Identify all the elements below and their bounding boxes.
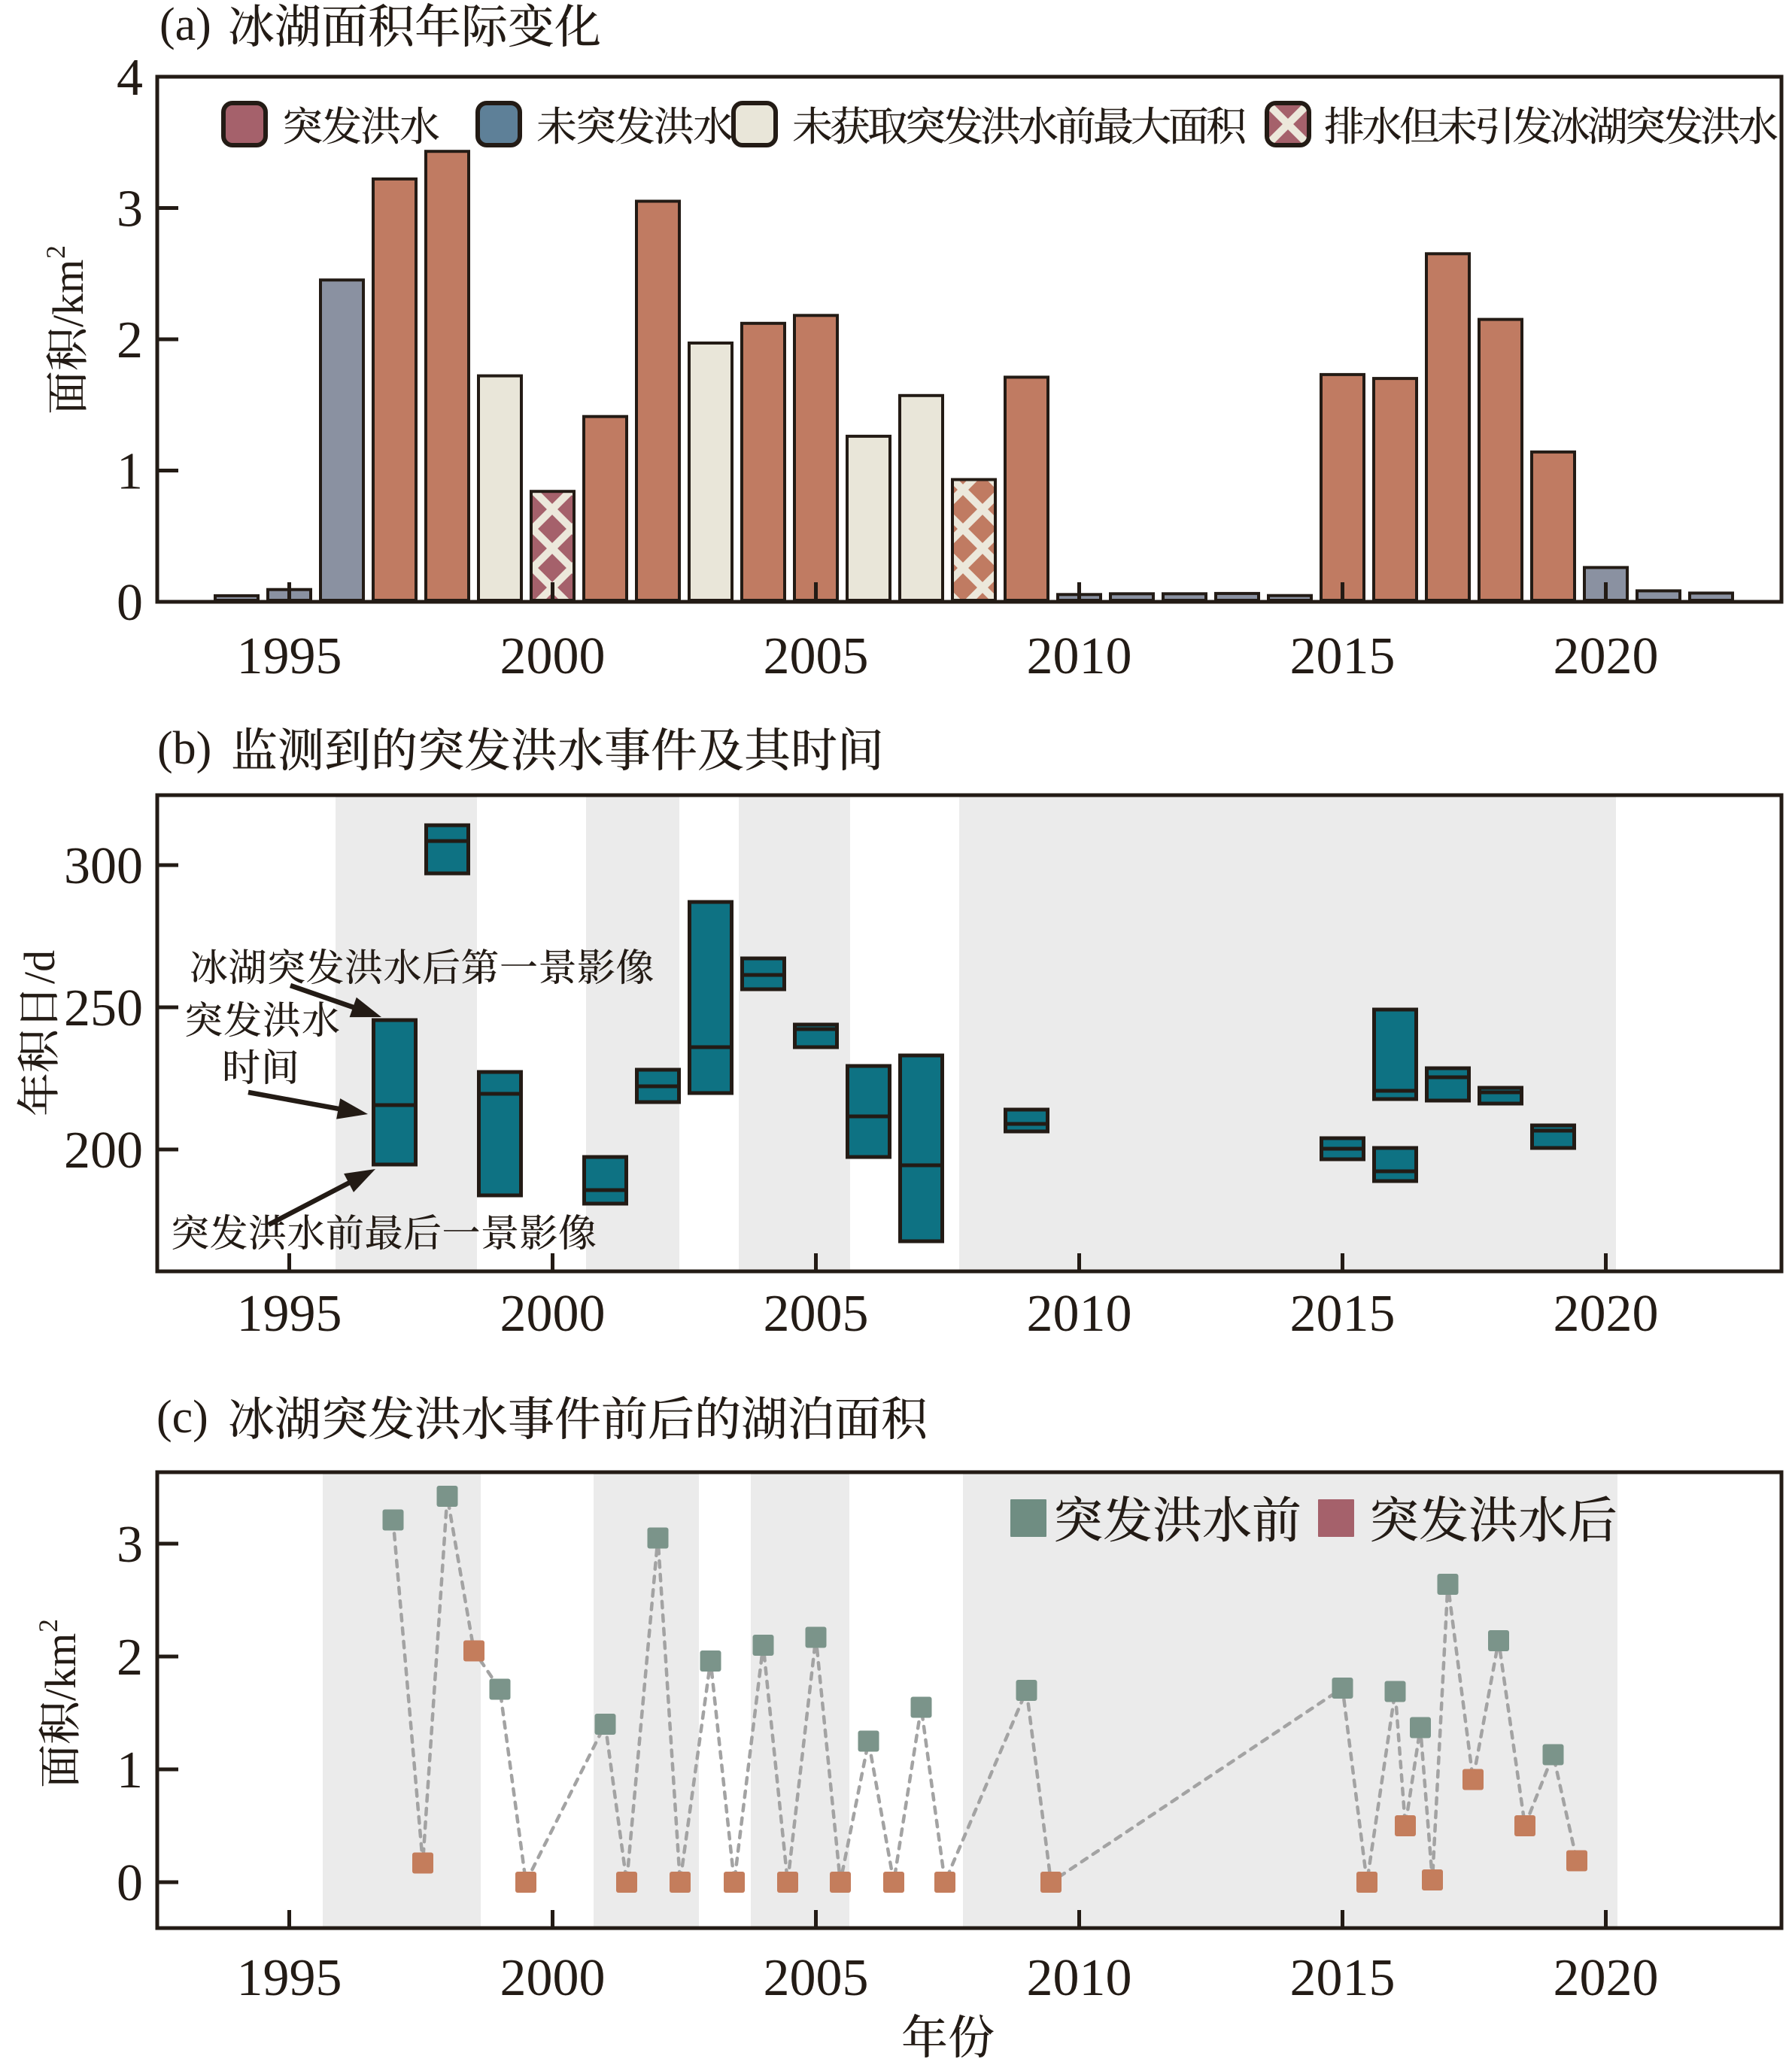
svg-text:2: 2 (117, 311, 143, 369)
svg-text:2: 2 (33, 1619, 63, 1632)
svg-text:300: 300 (64, 837, 143, 895)
svg-text:/d: /d (15, 950, 64, 984)
svg-text:1995: 1995 (237, 1949, 342, 2007)
svg-text:1995: 1995 (237, 627, 342, 685)
svg-text:2: 2 (41, 245, 71, 259)
svg-text:250: 250 (64, 979, 143, 1037)
svg-text:4: 4 (117, 49, 143, 107)
svg-text:1995: 1995 (237, 1285, 342, 1343)
svg-text:2015: 2015 (1290, 1949, 1396, 2007)
svg-text:2: 2 (117, 1629, 143, 1687)
svg-text:(a): (a) (159, 0, 211, 50)
svg-text:(c): (c) (156, 1392, 208, 1443)
svg-text:3: 3 (117, 181, 143, 238)
svg-text:2020: 2020 (1554, 627, 1659, 685)
svg-text:(b): (b) (157, 723, 211, 774)
svg-text:2005: 2005 (764, 627, 869, 685)
svg-text:2000: 2000 (500, 1285, 606, 1343)
svg-text:2010: 2010 (1027, 1949, 1132, 2007)
svg-text:1: 1 (117, 443, 143, 501)
svg-text:2010: 2010 (1027, 1285, 1132, 1343)
svg-text:2010: 2010 (1027, 627, 1132, 685)
svg-text:2015: 2015 (1290, 627, 1396, 685)
svg-text:200: 200 (64, 1122, 143, 1180)
svg-text:/km: /km (36, 1633, 85, 1701)
svg-text:2005: 2005 (764, 1949, 869, 2007)
svg-text:/km: /km (44, 260, 93, 327)
svg-text:2020: 2020 (1554, 1949, 1659, 2007)
svg-text:1: 1 (117, 1742, 143, 1799)
svg-text:0: 0 (117, 574, 143, 632)
svg-text:2000: 2000 (500, 627, 606, 685)
svg-text:0: 0 (117, 1854, 143, 1912)
svg-text:2015: 2015 (1290, 1285, 1396, 1343)
svg-text:3: 3 (117, 1516, 143, 1574)
svg-text:2020: 2020 (1554, 1285, 1659, 1343)
svg-text:2005: 2005 (764, 1285, 869, 1343)
svg-text:2000: 2000 (500, 1949, 606, 2007)
